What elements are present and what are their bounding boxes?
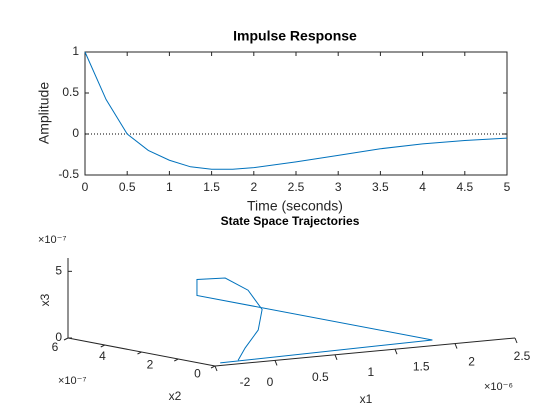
x-tick <box>454 343 458 349</box>
y-tick-label: 4 <box>99 349 106 363</box>
y-tick-label: 6 <box>52 340 59 354</box>
y-tick-label: 1 <box>72 44 79 58</box>
x-tick-label: 2.5 <box>288 180 305 194</box>
z-axis-label: x3 <box>38 293 52 306</box>
x-axis-label: Time (seconds) <box>247 198 343 214</box>
z-tick-label: 5 <box>55 264 62 278</box>
y-multiplier: ×10⁻⁷ <box>58 375 86 387</box>
chart-title: State Space Trajectories <box>221 214 360 228</box>
y-tick-label: 0 <box>72 126 79 140</box>
trajectory <box>196 277 433 364</box>
y-tick-label: 2 <box>147 358 154 372</box>
y-tick <box>100 344 105 348</box>
x-multiplier: ×10⁻⁶ <box>484 381 513 393</box>
chart-title: Impulse Response <box>233 28 357 44</box>
y-tick <box>63 337 69 341</box>
x-tick-label: 0 <box>82 180 89 194</box>
x-tick-label: 4 <box>419 180 426 194</box>
z-multiplier: ×10⁻⁷ <box>38 234 66 246</box>
x-tick-label: 3 <box>335 180 342 194</box>
x-tick-label: 1 <box>166 180 173 194</box>
x-tick-label: 0.5 <box>312 370 329 384</box>
y-axis-label: x2 <box>169 389 182 403</box>
y-tick-label: 0.5 <box>62 85 79 99</box>
x-tick-label: 4.5 <box>456 180 473 194</box>
x-tick <box>214 365 218 372</box>
x-tick-label: 2 <box>250 180 257 194</box>
x-tick-label: 2 <box>468 354 475 368</box>
x-tick-label: 5 <box>504 180 511 194</box>
y-axis-label: Amplitude <box>36 82 52 144</box>
y-tick <box>210 365 216 369</box>
z-tick-label: 0 <box>55 330 62 344</box>
x-tick-label: 1.5 <box>203 180 220 194</box>
x-tick-label: 1.5 <box>413 360 430 374</box>
x-tick <box>334 354 338 360</box>
x-tick-label: 2.5 <box>514 349 531 363</box>
x-tick-label: 1 <box>367 365 374 379</box>
x-tick-label: 0.5 <box>119 180 136 194</box>
y-tick-label: 0 <box>194 366 201 380</box>
x-axis <box>214 337 516 367</box>
x-tick-label: 3.5 <box>372 180 389 194</box>
y-tick-label: -2 <box>240 375 251 389</box>
x-tick <box>274 360 278 366</box>
plot-area <box>84 51 508 176</box>
y-tick-label: -0.5 <box>58 167 79 181</box>
x-tick <box>514 337 518 344</box>
y-tick <box>174 358 179 362</box>
x-axis-label: x1 <box>360 392 373 406</box>
y-tick <box>137 351 142 355</box>
series-line <box>84 51 508 170</box>
x-tick-label: 0 <box>267 375 274 389</box>
x-tick <box>394 349 398 355</box>
